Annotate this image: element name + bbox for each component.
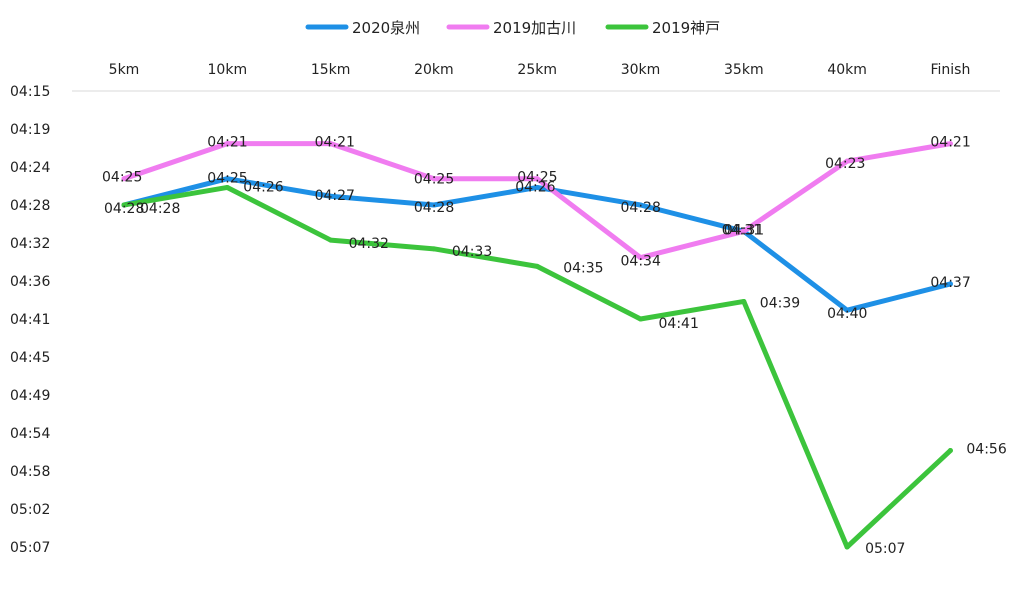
data-label: 04:21 [207,135,247,151]
data-point [741,228,747,234]
x-tick-label: 10km [208,62,248,78]
data-label: 04:28 [140,201,180,217]
data-label: 04:23 [825,156,865,172]
y-tick-label: 04:24 [10,160,50,176]
data-labels: 04:28 04:25 04:27 04:28 04:26 04:28 04:31 04:40… [102,135,1007,557]
y-tick-label: 04:28 [10,198,50,214]
series-line [121,184,953,550]
data-label: 04:33 [452,244,492,260]
data-label: 04:28 [621,200,661,216]
data-point [638,202,643,208]
x-tick-label: 40km [827,62,867,78]
data-label: 04:27 [315,188,355,204]
data-point [741,298,747,304]
data-point [328,237,334,243]
legend-item: 2019神戸 [605,19,720,37]
x-tick-label: 5km [109,62,140,78]
data-point [328,141,334,147]
data-point [224,184,230,190]
data-point [638,255,643,261]
y-tick-label: 04:32 [10,236,50,252]
data-label: 04:25 [414,172,454,188]
x-tick-label: 35km [724,62,764,78]
data-point [947,141,953,147]
data-label: 04:28 [104,201,144,217]
data-label: 04:26 [243,179,283,195]
y-tick-label: 04:58 [10,464,50,480]
legend-label: 2020泉州 [352,19,420,37]
data-label: 04:31 [724,222,764,238]
y-tick-label: 04:15 [10,84,50,100]
data-point [431,246,437,252]
data-point [844,307,850,313]
y-tick-label: 04:45 [10,350,50,366]
data-label: 04:31 [722,222,762,238]
data-point [224,141,230,147]
data-point [121,202,127,208]
legend-label: 2019加古川 [493,19,576,37]
data-point [224,176,230,182]
x-tick-label: 25km [517,62,557,78]
y-tick-label: 05:07 [10,540,50,556]
data-point [844,544,850,550]
data-point [947,281,953,287]
y-tick-label: 04:19 [10,122,50,138]
data-point [431,202,437,208]
data-label: 04:21 [315,135,355,151]
y-tick-label: 04:49 [10,388,50,404]
data-label: 04:32 [349,236,389,252]
x-axis-tick-labels: 5km 10km 15km 20km 25km 30km 35km 40km Finish [109,62,971,78]
data-label: 04:25 [102,170,142,186]
data-label: 04:37 [930,275,970,291]
data-label: 04:41 [659,316,699,332]
data-point [328,193,334,199]
legend: 2020泉州 2019加古川 2019神戸 [305,19,720,37]
y-tick-label: 04:54 [10,426,50,442]
data-label: 05:07 [865,541,905,557]
data-point [534,184,540,190]
data-label: 04:56 [966,442,1006,458]
data-label: 04:25 [207,171,247,187]
x-tick-label: 30km [621,62,661,78]
data-point [431,176,437,182]
y-tick-label: 04:41 [10,312,50,328]
x-tick-label: 15km [311,62,351,78]
x-tick-label: 20km [414,62,454,78]
data-point [638,316,643,322]
series-lines [121,141,953,550]
data-label: 04:25 [517,170,557,186]
data-label: 04:35 [563,260,603,276]
legend-label: 2019神戸 [652,19,720,37]
data-label: 04:40 [827,306,867,322]
data-point [534,263,540,269]
data-label: 04:26 [515,179,555,195]
data-point [534,176,540,182]
y-tick-label: 04:36 [10,274,50,290]
data-point [844,158,850,164]
data-label: 04:39 [760,295,800,311]
data-label: 04:28 [414,200,454,216]
data-point [947,448,953,454]
data-point [121,176,127,182]
y-axis-tick-labels: 04:15 04:19 04:24 04:28 04:32 04:36 04:41 04:45… [10,84,50,556]
legend-item: 2020泉州 [305,19,420,37]
legend-item: 2019加古川 [446,19,576,37]
data-label: 04:34 [621,254,661,270]
x-tick-label: Finish [930,62,970,78]
data-label: 04:21 [930,135,970,151]
y-tick-label: 05:02 [10,502,50,518]
